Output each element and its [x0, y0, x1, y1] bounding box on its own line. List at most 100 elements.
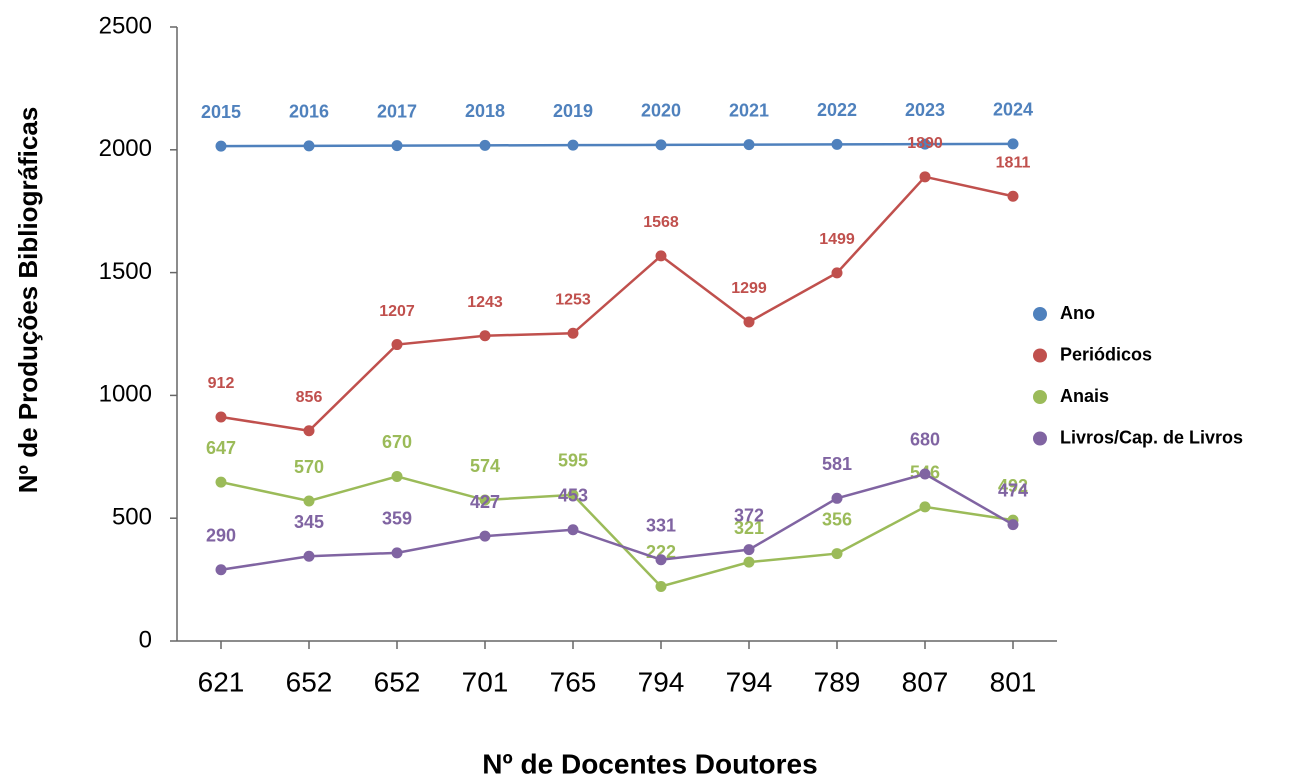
- series-marker: [391, 547, 403, 559]
- data-label: 290: [206, 526, 236, 546]
- series-line: [220, 475, 1014, 588]
- series-marker: [479, 139, 491, 151]
- x-tick-label: 652: [286, 666, 333, 697]
- data-label: 2023: [905, 100, 945, 120]
- series-marker: [303, 425, 315, 437]
- data-label: 2018: [465, 101, 505, 121]
- data-label: 570: [294, 457, 324, 477]
- legend-label: Periódicos: [1060, 344, 1152, 364]
- series-marker: [831, 267, 843, 279]
- data-label: 2022: [817, 100, 857, 120]
- data-label: 581: [822, 454, 852, 474]
- series-marker: [479, 494, 491, 506]
- data-label: 856: [296, 389, 323, 406]
- data-label: 321: [734, 518, 764, 538]
- legend-marker: [1033, 431, 1047, 446]
- data-label: 372: [734, 505, 764, 525]
- data-label: 345: [294, 512, 324, 532]
- data-label: 912: [208, 375, 235, 392]
- data-label: 1568: [643, 214, 679, 231]
- series-marker: [743, 556, 755, 568]
- series-marker: [1007, 519, 1019, 531]
- x-tick-label: 621: [198, 666, 245, 697]
- series-marker: [479, 530, 491, 542]
- legend-marker: [1033, 307, 1047, 321]
- data-label: 2015: [201, 102, 241, 122]
- x-tick-label: 701: [462, 666, 509, 697]
- series-marker: [567, 139, 579, 151]
- data-label: 359: [382, 509, 412, 529]
- y-tick-label: 1500: [99, 258, 152, 285]
- data-label: 331: [646, 515, 676, 535]
- series-marker: [215, 476, 227, 488]
- data-label: 574: [470, 456, 500, 476]
- series-marker: [215, 140, 227, 152]
- data-label: 1299: [731, 280, 767, 297]
- x-axis-title: Nº de Docentes Doutores: [482, 748, 817, 778]
- series-marker: [743, 316, 755, 328]
- data-label: 1207: [379, 303, 415, 320]
- series-marker: [1007, 138, 1019, 150]
- y-tick-label: 2000: [99, 135, 152, 162]
- data-label: 453: [558, 485, 588, 505]
- data-label: 2017: [377, 101, 417, 121]
- data-label: 1253: [555, 291, 591, 308]
- legend-label: Ano: [1060, 303, 1095, 323]
- data-label: 670: [382, 432, 412, 452]
- series-line: [220, 142, 1014, 148]
- data-label: 427: [470, 492, 500, 512]
- series-marker: [743, 544, 755, 556]
- data-label: 680: [910, 430, 940, 450]
- data-label: 2019: [553, 101, 593, 121]
- x-tick-label: 807: [902, 666, 949, 697]
- y-tick-label: 0: [139, 626, 152, 653]
- series-marker: [215, 564, 227, 576]
- data-label: 647: [206, 438, 236, 458]
- data-label: 1499: [819, 231, 855, 248]
- series-marker: [303, 550, 315, 562]
- data-label: 492: [998, 476, 1028, 496]
- data-label: 1890: [907, 135, 943, 152]
- series-marker: [215, 411, 227, 423]
- series-marker: [655, 580, 667, 592]
- data-label: 2016: [289, 102, 329, 122]
- series-marker: [1007, 190, 1019, 202]
- data-label: 1811: [996, 154, 1031, 171]
- data-label: 2021: [729, 100, 769, 120]
- y-tick-label: 500: [112, 504, 152, 531]
- x-tick-label: 801: [990, 666, 1037, 697]
- series-marker: [567, 327, 579, 339]
- series-line: [220, 472, 1014, 572]
- y-tick-label: 2500: [99, 12, 152, 39]
- x-tick-label: 652: [374, 666, 421, 697]
- data-label: 2024: [993, 100, 1033, 120]
- series-marker: [655, 554, 667, 566]
- legend-marker: [1033, 390, 1047, 404]
- x-tick-label: 794: [638, 666, 685, 697]
- x-tick-label: 765: [550, 666, 597, 697]
- series-marker: [567, 524, 579, 536]
- series-marker: [391, 140, 403, 152]
- legend-label: Livros/Cap. de Livros: [1060, 427, 1243, 447]
- data-label: 2020: [641, 101, 681, 121]
- series-marker: [743, 139, 755, 151]
- series-marker: [567, 489, 579, 501]
- series-marker: [831, 492, 843, 504]
- data-label: 595: [558, 451, 588, 471]
- x-tick-label: 789: [814, 666, 861, 697]
- y-tick-label: 1000: [99, 381, 152, 408]
- series-line: [220, 175, 1014, 433]
- series-marker: [919, 171, 931, 183]
- series-marker: [655, 250, 667, 262]
- series-marker: [919, 138, 931, 150]
- x-tick-label: 794: [726, 666, 773, 697]
- y-axis-title: Nº de Produções Bibliográficas: [13, 107, 43, 494]
- series-marker: [655, 139, 667, 151]
- data-label: 474: [998, 480, 1028, 500]
- series-marker: [303, 495, 315, 507]
- series-marker: [919, 501, 931, 513]
- series-marker: [479, 330, 491, 342]
- data-label: 356: [822, 509, 852, 529]
- legend-marker: [1033, 348, 1047, 363]
